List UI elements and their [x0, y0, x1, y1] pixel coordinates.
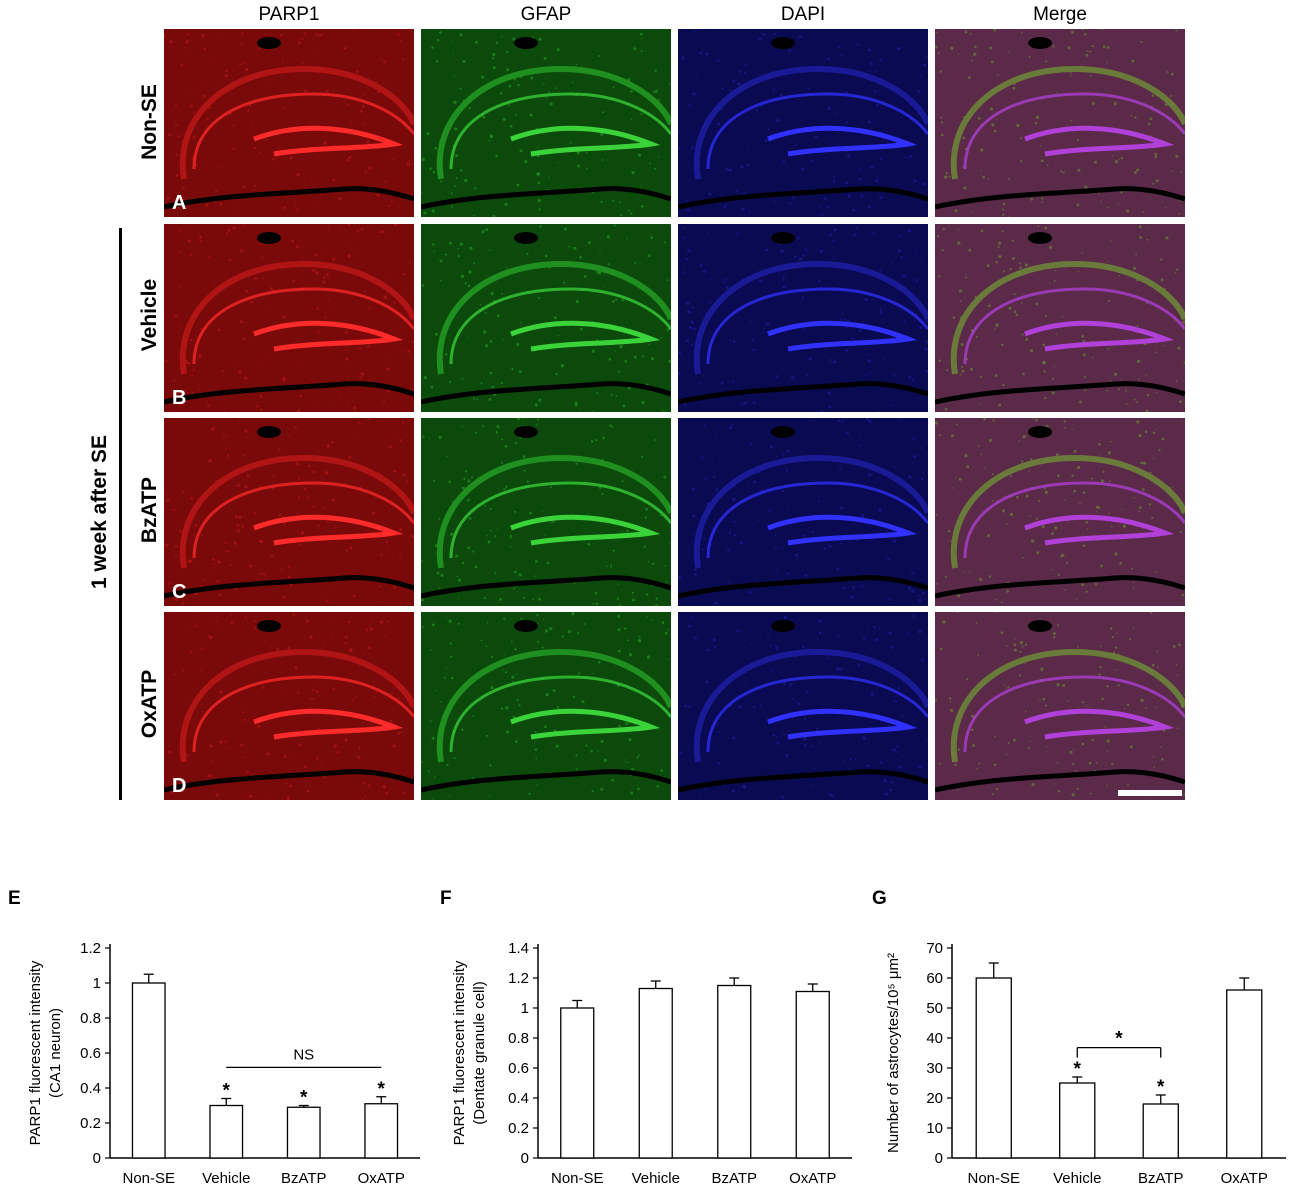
- significance-star: *: [1157, 1077, 1165, 1098]
- chart-letter-g: G: [872, 888, 887, 909]
- y-tick-label: 70: [926, 940, 943, 957]
- scale-bar: [1118, 790, 1182, 796]
- x-tick-label: OxATP: [358, 1170, 405, 1184]
- bar-non-se: [560, 1007, 595, 1159]
- y-tick-label: 30: [926, 1060, 943, 1077]
- micrograph-non-se-dapi: [678, 29, 928, 217]
- y-tick-label: 0: [935, 1150, 943, 1167]
- x-tick-label: Non-SE: [967, 1170, 1020, 1184]
- row-label-oxatp: OxATP: [138, 669, 161, 739]
- chart-letter-e: E: [8, 888, 21, 909]
- bar-chart-e: 0 0.2 0.4 0.6 0.8 1 1.2 PARP1 fluorescent inten…: [0, 910, 432, 1187]
- x-tick-label: Vehicle: [202, 1170, 250, 1184]
- y-tick-label: 1.2: [80, 940, 101, 957]
- significance-star: *: [378, 1079, 386, 1100]
- row-label-non-se: Non-SE: [138, 84, 161, 160]
- row-label-bzatp: BzATP: [138, 476, 161, 544]
- micrograph-bzatp-dapi: [678, 418, 928, 606]
- bar-chart-g: 0 10 20 30 40 50 60 70 Number of astrocytes/10⁵ …: [866, 910, 1300, 1187]
- y-tick-label: 0.4: [80, 1080, 101, 1097]
- y-tick-label: 0.8: [508, 1030, 529, 1047]
- column-header-dapi: DAPI: [780, 4, 826, 25]
- bar-oxatp: [795, 990, 830, 1159]
- panel-letter-a: A: [172, 192, 187, 214]
- x-tick-label: OxATP: [789, 1170, 836, 1184]
- significance-star: *: [300, 1088, 308, 1109]
- y-tick-label: 60: [926, 970, 943, 987]
- bar-chart-f: 0 0.2 0.4 0.6 0.8 1 1.2 1.4 PARP1 fluorescent in…: [432, 910, 864, 1187]
- column-header-parp1: PARP1: [258, 4, 320, 25]
- micrograph-oxatp-dapi: [678, 612, 928, 800]
- y-tick-label: 0.4: [508, 1090, 529, 1107]
- x-tick-label: Vehicle: [632, 1170, 680, 1184]
- y-tick-label: 1: [93, 975, 101, 992]
- micrograph-non-se-parp1: A: [164, 29, 414, 217]
- bar-vehicle: [209, 1104, 244, 1159]
- x-tick-label: BzATP: [711, 1170, 757, 1184]
- y-tick-label: 1: [521, 1000, 529, 1017]
- y-tick-label: 0.2: [80, 1115, 101, 1132]
- x-tick-label: Non-SE: [122, 1170, 175, 1184]
- y-axis-label: PARP1 fluorescent intensity: [27, 960, 44, 1145]
- y-tick-label: 50: [926, 1000, 943, 1017]
- y-tick-label: 0.6: [508, 1060, 529, 1077]
- significance-star: *: [1074, 1059, 1082, 1080]
- y-tick-label: 0: [521, 1150, 529, 1167]
- x-tick-label: Non-SE: [551, 1170, 604, 1184]
- bar-oxatp: [364, 1103, 399, 1159]
- micrograph-oxatp-merge: [935, 612, 1185, 800]
- micrograph-vehicle-gfap: [421, 224, 671, 412]
- y-tick-label: 0.2: [508, 1120, 529, 1137]
- y-tick-label: 0: [93, 1150, 101, 1167]
- group-bracket-line: [119, 228, 122, 800]
- y-tick-label: 10: [926, 1120, 943, 1137]
- y-tick-label: 40: [926, 1030, 943, 1047]
- y-axis-label: PARP1 fluorescent intensity: [451, 960, 468, 1145]
- column-header-merge: Merge: [1033, 4, 1087, 25]
- bar-bzatp: [286, 1106, 321, 1159]
- micrograph-oxatp-gfap: [421, 612, 671, 800]
- bar-oxatp: [1226, 989, 1263, 1159]
- y-tick-label: 1.2: [508, 970, 529, 987]
- bracket-label: NS: [293, 1046, 314, 1063]
- group-label: 1 week after SE: [88, 434, 111, 590]
- significance-star: *: [223, 1081, 231, 1102]
- row-label-vehicle: Vehicle: [138, 278, 161, 352]
- y-axis-label: Number of astrocytes/10⁵ μm²: [885, 953, 902, 1153]
- y-tick-label: 1.4: [508, 940, 529, 957]
- panel-letter-b: B: [172, 387, 187, 409]
- y-tick-label: 0.8: [80, 1010, 101, 1027]
- x-tick-label: Vehicle: [1053, 1170, 1101, 1184]
- bar-non-se: [975, 977, 1012, 1159]
- micrograph-bzatp-gfap: [421, 418, 671, 606]
- bar-vehicle: [1059, 1082, 1096, 1159]
- micrograph-vehicle-parp1: B: [164, 224, 414, 412]
- bar-vehicle: [638, 987, 673, 1159]
- bar-bzatp: [717, 984, 752, 1159]
- bar-non-se: [131, 982, 166, 1159]
- micrograph-vehicle-merge: [935, 224, 1185, 412]
- x-tick-label: OxATP: [1221, 1170, 1268, 1184]
- y-axis-label-sub: (CA1 neuron): [47, 1008, 64, 1098]
- column-header-gfap: GFAP: [520, 4, 572, 25]
- x-tick-label: BzATP: [1138, 1170, 1184, 1184]
- micrograph-bzatp-parp1: C: [164, 418, 414, 606]
- y-tick-label: 20: [926, 1090, 943, 1107]
- micrograph-bzatp-merge: [935, 418, 1185, 606]
- micrograph-oxatp-parp1: D: [164, 612, 414, 800]
- x-tick-label: BzATP: [281, 1170, 327, 1184]
- micrograph-non-se-gfap: [421, 29, 671, 217]
- chart-letter-f: F: [440, 888, 452, 909]
- panel-letter-d: D: [172, 775, 187, 797]
- micrograph-vehicle-dapi: [678, 224, 928, 412]
- bracket-label: *: [1115, 1029, 1123, 1050]
- bar-bzatp: [1142, 1103, 1179, 1159]
- y-axis-label-sub: (Dentate granule cell): [471, 981, 488, 1124]
- panel-letter-c: C: [172, 581, 187, 603]
- micrograph-non-se-merge: [935, 29, 1185, 217]
- y-tick-label: 0.6: [80, 1045, 101, 1062]
